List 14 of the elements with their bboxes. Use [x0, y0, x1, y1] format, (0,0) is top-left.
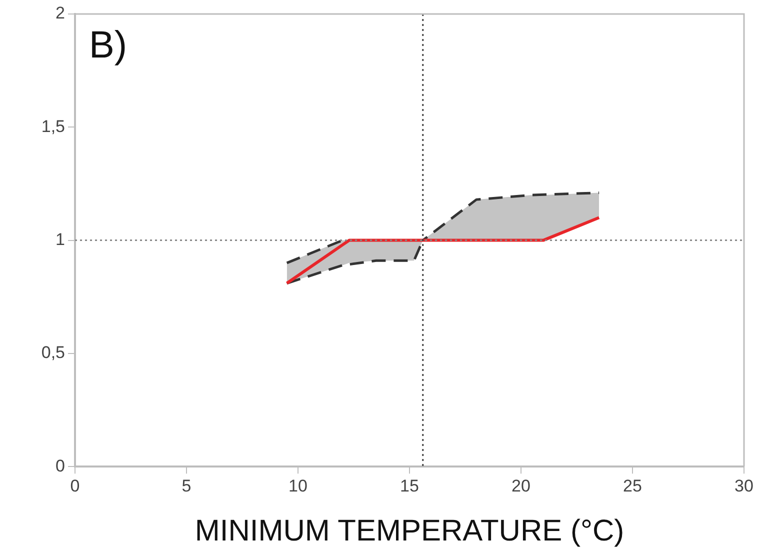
x-tick-label: 25: [623, 476, 642, 496]
y-tick-label: 1: [56, 230, 65, 249]
y-tick-label: 0,5: [41, 343, 65, 362]
x-tick-label: 5: [182, 476, 192, 496]
annotation: B): [89, 24, 127, 66]
x-tick-label: 20: [512, 476, 530, 496]
x-tick-label: 15: [400, 476, 419, 496]
y-tick-label: 1,5: [41, 116, 65, 136]
y-tick-label: 2: [56, 4, 65, 23]
x-tick-label: 30: [734, 476, 754, 496]
y-tick-label: 0: [56, 456, 65, 476]
x-tick-label: 10: [288, 476, 308, 496]
x-axis-title: MINIMUM TEMPERATURE (°C): [194, 514, 624, 548]
x-tick-label: 0: [70, 476, 80, 496]
